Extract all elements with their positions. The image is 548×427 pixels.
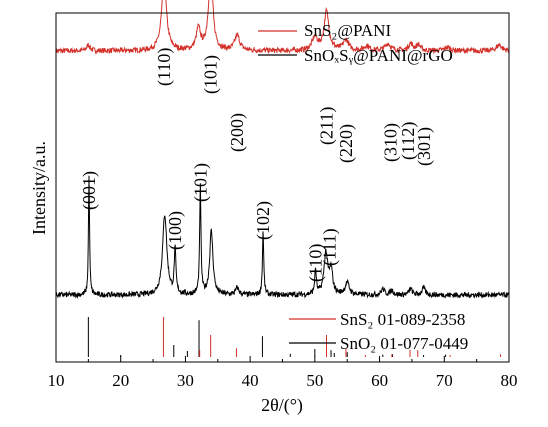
red-peak-label-5: (310) bbox=[381, 123, 402, 162]
pattern-curves bbox=[55, 0, 510, 299]
series-line-0 bbox=[55, 0, 510, 55]
black-peak-label-4: (110) bbox=[306, 244, 327, 282]
black-peak-label-1: (100) bbox=[165, 211, 186, 250]
x-tick-label-40: 40 bbox=[242, 371, 259, 390]
red-peak-label-6: (112) bbox=[398, 122, 419, 160]
black-peak-label-0: (001) bbox=[79, 171, 100, 210]
x-tick-label-10: 10 bbox=[48, 371, 65, 390]
red-peak-label-0: (110) bbox=[154, 48, 175, 86]
red-peak-label-3: (211) bbox=[317, 107, 338, 145]
x-axis-ticks: 10 20 30 40 50 60 70 80 bbox=[48, 356, 518, 390]
series-line-1 bbox=[55, 175, 510, 299]
x-tick-label-60: 60 bbox=[371, 371, 388, 390]
legend-top: SnS₂@PANI SnOₓSᵧ@PANI@rGO bbox=[258, 21, 453, 65]
black-peak-label-3: (102) bbox=[253, 201, 274, 240]
x-axis-title: 2θ/(°) bbox=[261, 395, 303, 416]
red-peak-label-4: (220) bbox=[336, 124, 357, 163]
y-axis-title: Intensity/a.u. bbox=[29, 141, 49, 235]
black-peak-label-2: (101) bbox=[190, 163, 211, 202]
red-peak-label-7: (301) bbox=[414, 127, 435, 166]
x-tick-label-20: 20 bbox=[112, 371, 129, 390]
red-peak-label-2: (200) bbox=[227, 113, 248, 152]
red-peak-label-1: (101) bbox=[201, 55, 222, 94]
legend-label-red: SnS₂@PANI bbox=[304, 21, 391, 40]
x-tick-label-80: 80 bbox=[501, 371, 518, 390]
legend-bottom: SnS₂ 01-089-2358 SnO₂ 01-077-0449 bbox=[289, 310, 468, 353]
legend-label-sno2: SnO₂ 01-077-0449 bbox=[340, 334, 468, 353]
legend-label-sns2: SnS₂ 01-089-2358 bbox=[340, 310, 465, 329]
reference-sticks bbox=[87, 317, 502, 357]
black-peak-label-5: (111) bbox=[320, 228, 341, 266]
x-tick-label-70: 70 bbox=[436, 371, 453, 390]
x-tick-label-50: 50 bbox=[306, 371, 323, 390]
x-tick-label-30: 30 bbox=[177, 371, 194, 390]
legend-label-black: SnOₓSᵧ@PANI@rGO bbox=[304, 46, 453, 65]
peak-labels: (110) (101)(200) (211) (220) (310)(112)(301)… bbox=[79, 48, 435, 282]
